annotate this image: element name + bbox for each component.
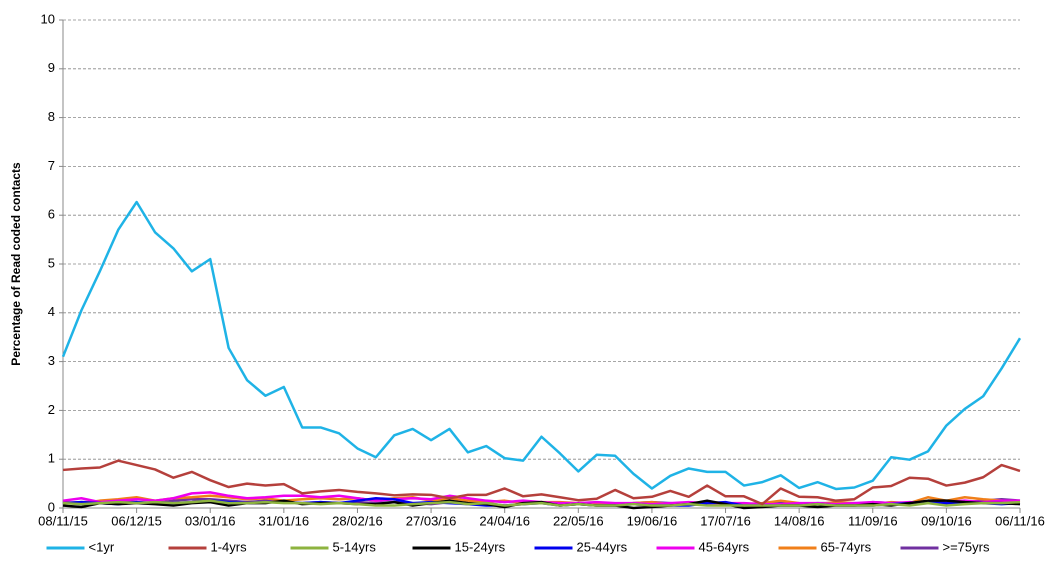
x-tick-label: 09/10/16 (921, 513, 972, 528)
y-axis-label: Percentage of Read coded contacts (9, 162, 23, 366)
x-tick-label: 24/04/16 (479, 513, 530, 528)
x-tick-label: 17/07/16 (700, 513, 751, 528)
x-tick-label: 27/03/16 (406, 513, 457, 528)
x-tick-label: 14/08/16 (774, 513, 825, 528)
x-tick-label: 06/11/16 (995, 513, 1045, 528)
x-tick-label: 31/01/16 (259, 513, 310, 528)
y-tick-label: 7 (48, 158, 55, 173)
legend-label: 25-44yrs (577, 539, 628, 554)
legend-label: >=75yrs (943, 539, 990, 554)
y-tick-label: 2 (48, 402, 55, 417)
x-tick-label: 03/01/16 (185, 513, 236, 528)
y-tick-label: 1 (48, 451, 55, 466)
x-tick-label: 19/06/16 (627, 513, 678, 528)
line-series (61, 200, 1022, 491)
legend-label: 45-64yrs (699, 539, 750, 554)
y-tick-label: 4 (48, 304, 55, 319)
legend-label: 1-4yrs (211, 539, 248, 554)
legend-label: 15-24yrs (455, 539, 506, 554)
y-tick-label: 10 (41, 11, 55, 26)
x-tick-label: 11/09/16 (848, 513, 898, 528)
y-tick-label: 9 (48, 60, 55, 75)
x-tick-label: 08/11/15 (38, 513, 88, 528)
line-series (62, 499, 1021, 507)
x-tick-label: 22/05/16 (553, 513, 604, 528)
x-tick-label: 28/02/16 (332, 513, 383, 528)
legend-label: <1yr (89, 539, 115, 554)
legend-label: 5-14yrs (333, 539, 377, 554)
y-tick-label: 5 (48, 255, 55, 270)
y-tick-label: 8 (48, 109, 55, 124)
y-tick-label: 6 (48, 207, 55, 222)
y-tick-label: 0 (48, 499, 55, 514)
line-series (62, 459, 1021, 506)
legend-label: 65-74yrs (821, 539, 872, 554)
x-tick-label: 06/12/15 (111, 513, 162, 528)
y-tick-label: 3 (48, 353, 55, 368)
